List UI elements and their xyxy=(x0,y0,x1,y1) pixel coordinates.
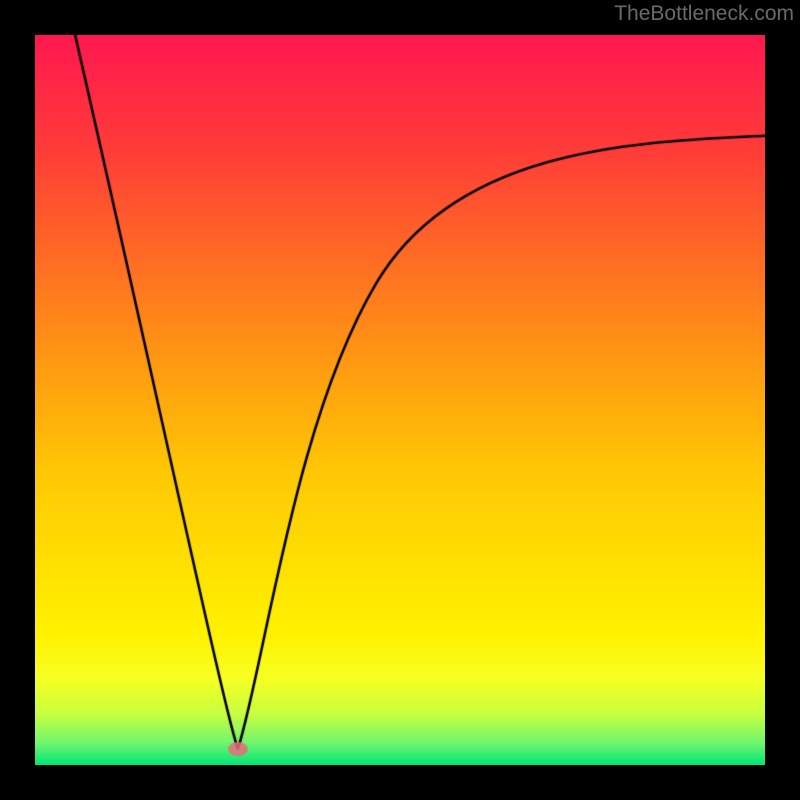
bottleneck-curve xyxy=(35,35,765,765)
chart-figure: TheBottleneck.com xyxy=(0,0,800,800)
attribution-label: TheBottleneck.com xyxy=(614,2,794,26)
plot-area xyxy=(35,35,765,765)
